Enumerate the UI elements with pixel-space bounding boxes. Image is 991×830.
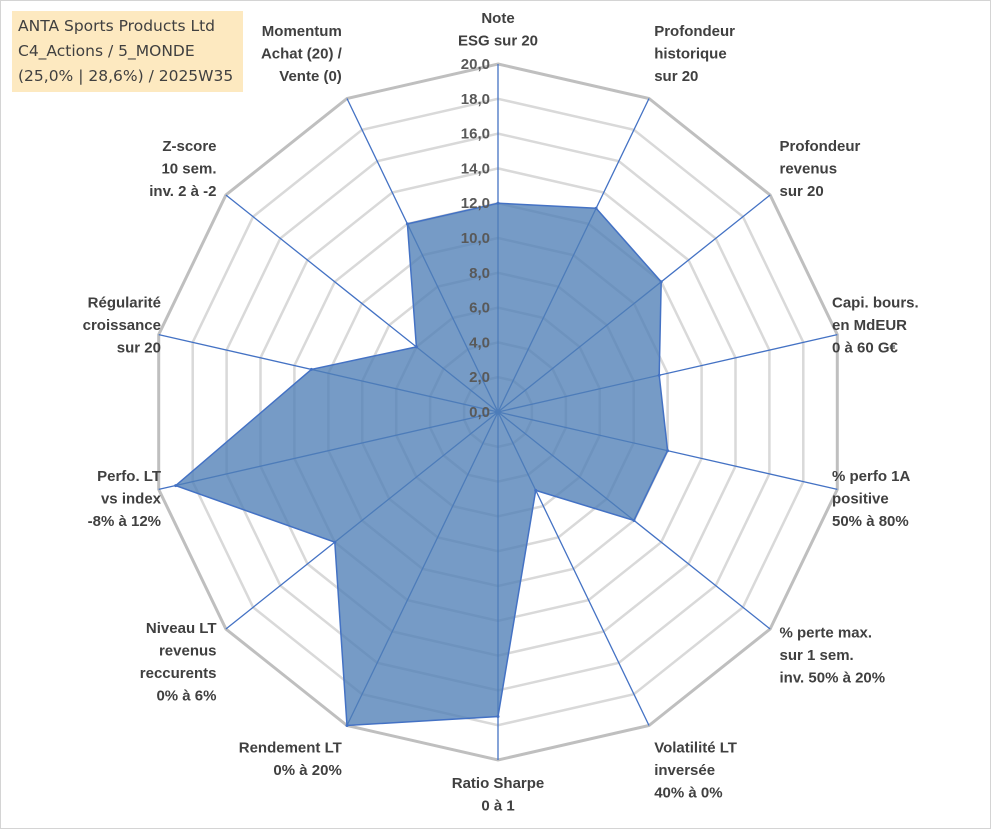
data-point (666, 449, 670, 453)
axis-label: Ratio Sharpe 0 à 1 (452, 775, 545, 815)
axis-label: Régularité croissance sur 20 (83, 295, 161, 357)
info-box: ANTA Sports Products Ltd C4_Actions / 5_… (12, 11, 243, 92)
info-box-company: ANTA Sports Products Ltd (18, 17, 216, 35)
radar-series (174, 201, 670, 727)
info-box-category: C4_Actions / 5_MONDE (18, 42, 195, 60)
data-point (632, 519, 636, 522)
data-point (174, 484, 178, 488)
axis-labels: Note ESG sur 20 Profondeur historique sur 20… (83, 10, 919, 815)
info-box-scores: (25,0% | 28,6%) / 2025W35 (18, 67, 234, 85)
axis-label: Volatilité LT inversée 40% à 0% (654, 739, 737, 801)
data-point (405, 222, 409, 226)
axis-label: Perfo. LT vs index -8% à 12% (88, 468, 162, 530)
axis-label: Z-score 10 sem. inv. 2 à -2 (149, 138, 216, 200)
tick-label: 8,0 (469, 265, 490, 282)
data-point (659, 280, 663, 284)
tick-label: 12,0 (461, 195, 490, 212)
axis-label: % perfo 1A positive 50% à 80% (832, 468, 911, 530)
axis-label: Capi. bours. en MdEUR 0 à 60 G€ (832, 295, 919, 357)
data-point (309, 367, 313, 371)
tick-label: 0,0 (469, 404, 490, 421)
axis-label: Profondeur revenus sur 20 (780, 138, 861, 200)
axis-label: Profondeur historique sur 20 (654, 23, 735, 85)
tick-label: 18,0 (461, 91, 490, 108)
data-point (496, 201, 500, 205)
data-point (333, 540, 337, 544)
axis-label: Momentum Achat (20) / Vente (0) (261, 23, 343, 85)
tick-label: 10,0 (461, 230, 490, 247)
axis-label: Rendement LT 0% à 20% (239, 739, 342, 779)
data-point (345, 724, 349, 727)
data-point (414, 345, 418, 349)
data-point (594, 206, 598, 210)
data-point (534, 488, 538, 492)
axis-label: % perte max. sur 1 sem. inv. 50% à 20% (780, 624, 886, 686)
axis-label: Note ESG sur 20 (458, 10, 538, 50)
tick-label: 4,0 (469, 334, 490, 351)
axis-label: Niveau LT revenus reccurents 0% à 6% (140, 620, 217, 705)
tick-label: 14,0 (461, 160, 490, 177)
tick-label: 6,0 (469, 300, 490, 317)
data-point (496, 715, 500, 718)
data-point (657, 373, 661, 377)
radial-tick-labels: 0,0 2,0 4,0 6,0 8,0 10,0 12,0 14,0 16,0 18,0 20,0 (461, 56, 490, 421)
tick-label: 16,0 (461, 126, 490, 143)
tick-label: 20,0 (461, 56, 490, 73)
tick-label: 2,0 (469, 369, 490, 386)
